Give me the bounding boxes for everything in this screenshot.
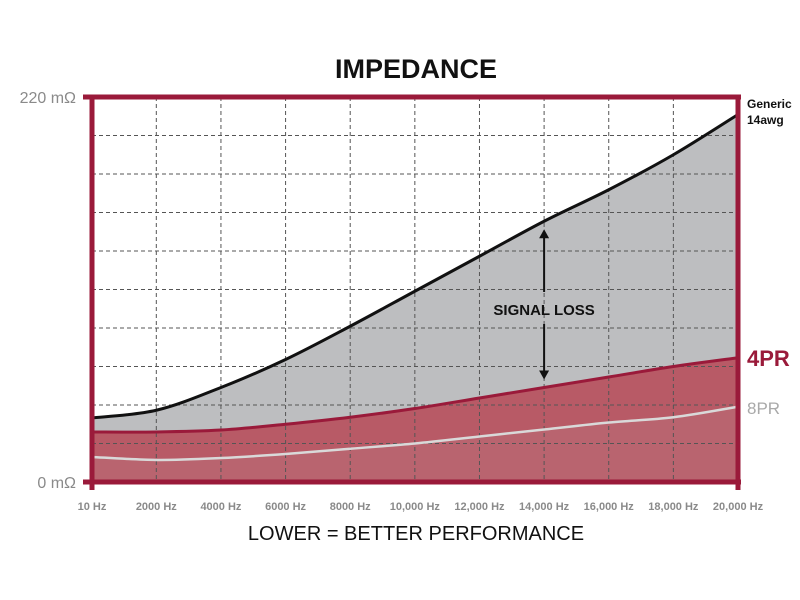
arrow-up-icon: [539, 229, 550, 239]
arrow-down-icon: [539, 370, 550, 380]
legend-label-4pr: 4PR: [747, 346, 790, 371]
y-tick-label: 220 mΩ: [20, 90, 76, 107]
x-tick-label: 10 Hz: [78, 501, 107, 513]
x-tick-label: 2000 Hz: [136, 501, 177, 513]
y-tick-label: 0 mΩ: [37, 475, 76, 492]
series-line-generic-14awg: [91, 113, 739, 420]
x-tick-label: 10,000 Hz: [390, 501, 441, 513]
signal-loss-label: SIGNAL LOSS: [493, 302, 594, 319]
x-tick-label: 8000 Hz: [330, 501, 371, 513]
x-tick-label: 16,000 Hz: [584, 501, 635, 513]
series-line-4pr: [91, 356, 739, 434]
series-line-8pr: [91, 405, 739, 462]
x-tick-label: 6000 Hz: [265, 501, 306, 513]
legend-label-generic-14awg: Generic: [747, 97, 792, 111]
x-tick-label: 4000 Hz: [200, 501, 241, 513]
x-tick-label: 12,000 Hz: [454, 501, 505, 513]
x-tick-label: 14,000 Hz: [519, 501, 570, 513]
legend-label-generic-14awg: 14awg: [747, 113, 784, 127]
chart-title: IMPEDANCE: [335, 54, 497, 84]
x-tick-label: 18,000 Hz: [648, 501, 699, 513]
x-axis-label: LOWER = BETTER PERFORMANCE: [248, 523, 584, 545]
legend-label-8pr: 8PR: [747, 399, 780, 418]
x-tick-label: 20,000 Hz: [713, 501, 764, 513]
